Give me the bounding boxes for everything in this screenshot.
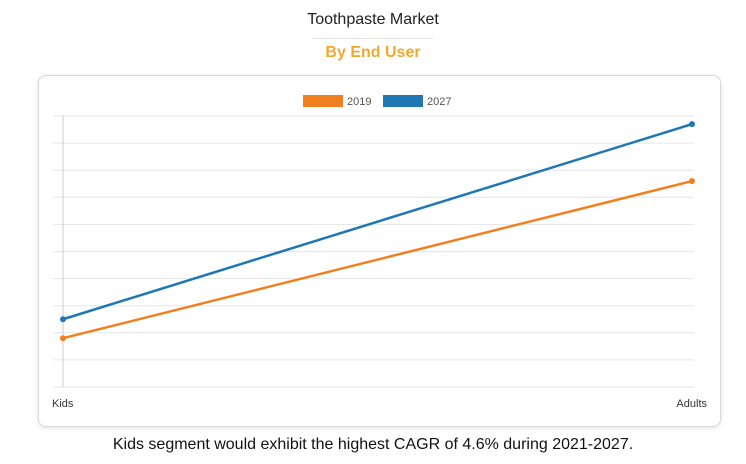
data-point-2019 bbox=[689, 178, 695, 185]
legend-label: 2019 bbox=[347, 96, 371, 108]
x-tick-label: Adults bbox=[676, 398, 707, 410]
data-point-2027 bbox=[60, 316, 66, 323]
legend-swatch-2027 bbox=[383, 95, 423, 107]
title-divider bbox=[313, 38, 433, 39]
series-line-2027 bbox=[62, 122, 693, 321]
chart-title: Toothpaste Market bbox=[307, 11, 439, 28]
line-chart: Kids Adults 2019 2027 bbox=[52, 95, 707, 410]
series-line-2019 bbox=[62, 179, 693, 340]
legend-label: 2027 bbox=[427, 96, 451, 108]
chart-card: Kids Adults 2019 2027 bbox=[38, 75, 721, 427]
chart-footnote: Kids segment would exhibit the highest C… bbox=[112, 436, 634, 453]
legend-swatch-2019 bbox=[303, 95, 343, 107]
chart-subtitle: By End User bbox=[325, 44, 421, 61]
data-point-2019 bbox=[60, 335, 66, 342]
data-point-2027 bbox=[689, 121, 695, 128]
x-tick-label: Kids bbox=[52, 398, 74, 410]
